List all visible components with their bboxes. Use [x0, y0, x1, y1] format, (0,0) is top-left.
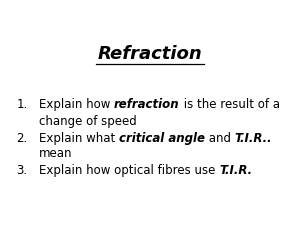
Text: Refraction: Refraction [98, 45, 202, 63]
Text: Explain what: Explain what [39, 132, 119, 145]
Text: 1.: 1. [16, 98, 28, 111]
Text: Explain how optical fibres use: Explain how optical fibres use [39, 164, 219, 177]
Text: T.I.R.: T.I.R. [219, 164, 252, 177]
Text: mean: mean [39, 147, 73, 160]
Text: is the result of a: is the result of a [180, 98, 280, 111]
Text: refraction: refraction [114, 98, 180, 111]
Text: critical angle: critical angle [119, 132, 205, 145]
Text: change of speed: change of speed [39, 115, 137, 128]
Text: and: and [205, 132, 235, 145]
Text: 3.: 3. [16, 164, 28, 177]
Text: Explain how: Explain how [39, 98, 114, 111]
Text: 2.: 2. [16, 132, 28, 145]
Text: T.I.R..: T.I.R.. [235, 132, 272, 145]
